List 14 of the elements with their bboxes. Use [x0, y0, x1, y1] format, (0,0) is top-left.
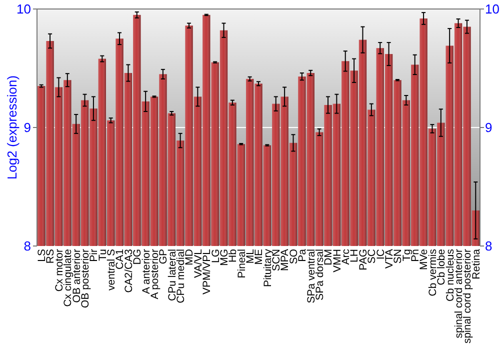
y-tick-label: 8 [24, 238, 31, 254]
x-tick-label: SO [288, 249, 300, 264]
x-tick-label: SPa dorsal [314, 249, 326, 300]
y-tick-label: 9 [24, 120, 31, 136]
y2-tick-label: 10 [485, 2, 500, 17]
x-tick-label: OB posterior [79, 248, 92, 308]
x-tick-label: RS [44, 249, 57, 264]
y2-tick-label: 9 [485, 120, 492, 136]
x-tick-label: Tg [400, 248, 413, 262]
y-tick-label: 10 [16, 2, 31, 17]
x-tick-label: A posterior [148, 248, 161, 300]
y2-tick-label: 8 [485, 238, 492, 254]
x-tick-label: DG [132, 249, 144, 265]
y-axis-title: Log2 (expression) [4, 75, 20, 180]
